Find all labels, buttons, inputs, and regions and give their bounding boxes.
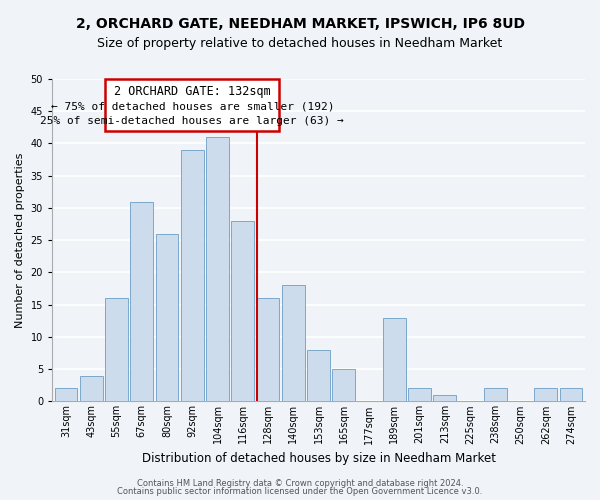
Text: 25% of semi-detached houses are larger (63) →: 25% of semi-detached houses are larger (…: [40, 116, 344, 126]
Bar: [155, 234, 178, 402]
Text: 2, ORCHARD GATE, NEEDHAM MARKET, IPSWICH, IP6 8UD: 2, ORCHARD GATE, NEEDHAM MARKET, IPSWICH…: [76, 18, 524, 32]
X-axis label: Distribution of detached houses by size in Needham Market: Distribution of detached houses by size …: [142, 452, 496, 465]
Bar: [80, 376, 103, 402]
Bar: [105, 298, 128, 402]
Bar: [130, 202, 153, 402]
Bar: [105, 79, 280, 130]
Y-axis label: Number of detached properties: Number of detached properties: [15, 152, 25, 328]
Bar: [181, 150, 203, 402]
Text: Size of property relative to detached houses in Needham Market: Size of property relative to detached ho…: [97, 38, 503, 51]
Bar: [55, 388, 77, 402]
Bar: [484, 388, 507, 402]
Text: 2 ORCHARD GATE: 132sqm: 2 ORCHARD GATE: 132sqm: [114, 85, 271, 98]
Bar: [433, 395, 456, 402]
Text: Contains HM Land Registry data © Crown copyright and database right 2024.: Contains HM Land Registry data © Crown c…: [137, 478, 463, 488]
Text: Contains public sector information licensed under the Open Government Licence v3: Contains public sector information licen…: [118, 487, 482, 496]
Bar: [560, 388, 583, 402]
Bar: [408, 388, 431, 402]
Bar: [307, 350, 330, 402]
Bar: [383, 318, 406, 402]
Bar: [282, 286, 305, 402]
Bar: [206, 137, 229, 402]
Bar: [535, 388, 557, 402]
Text: ← 75% of detached houses are smaller (192): ← 75% of detached houses are smaller (19…: [50, 102, 334, 112]
Bar: [257, 298, 280, 402]
Bar: [332, 369, 355, 402]
Bar: [232, 221, 254, 402]
